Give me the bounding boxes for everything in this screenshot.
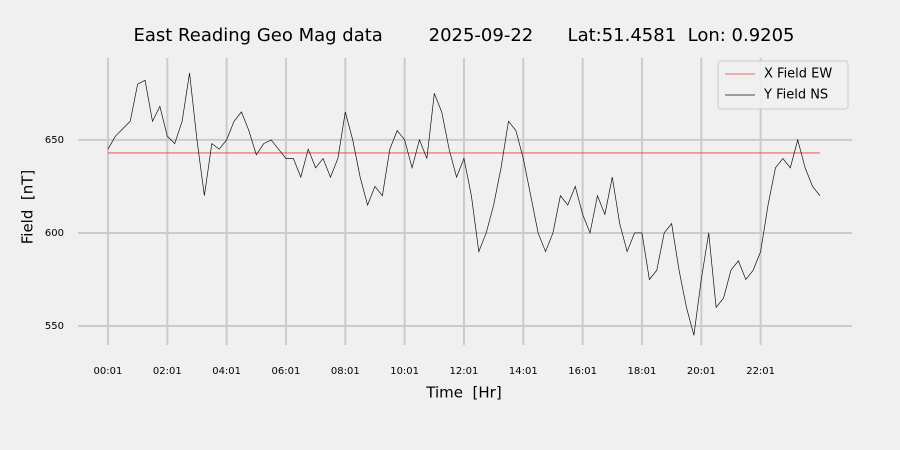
x-tick-label: 10:01 bbox=[390, 366, 419, 377]
y-axis-label: Field [nT] bbox=[19, 170, 37, 245]
data-line bbox=[107, 72, 821, 336]
grid bbox=[78, 58, 852, 345]
legend-box bbox=[717, 60, 849, 110]
x-tick-label: 18:01 bbox=[628, 366, 657, 377]
legend-label: Y Field NS bbox=[763, 88, 828, 103]
x-tick-label: 02:01 bbox=[153, 366, 182, 377]
x-axis-label: Time [Hr] bbox=[425, 384, 501, 402]
x-tick-label: 08:01 bbox=[331, 366, 360, 377]
legend-label: X Field EW bbox=[764, 67, 832, 82]
x-tick-label: 12:01 bbox=[450, 366, 479, 377]
x-tick-label: 14:01 bbox=[509, 366, 538, 377]
x-tick-label: 16:01 bbox=[568, 366, 597, 377]
y-tick-label: 600 bbox=[45, 228, 64, 239]
x-tick-label: 22:01 bbox=[746, 366, 775, 377]
x-tick-label: 00:01 bbox=[94, 366, 123, 377]
x-tick-label: 06:01 bbox=[272, 366, 301, 377]
y-tick-label: 550 bbox=[45, 321, 64, 332]
y-tick-label: 650 bbox=[45, 135, 64, 146]
chart-title: East Reading Geo Mag data 2025-09-22 Lat… bbox=[133, 25, 794, 46]
x-tick-label: 04:01 bbox=[212, 366, 241, 377]
x-tick-label: 20:01 bbox=[687, 366, 716, 377]
legend: X Field EW Y Field NS bbox=[717, 60, 849, 110]
